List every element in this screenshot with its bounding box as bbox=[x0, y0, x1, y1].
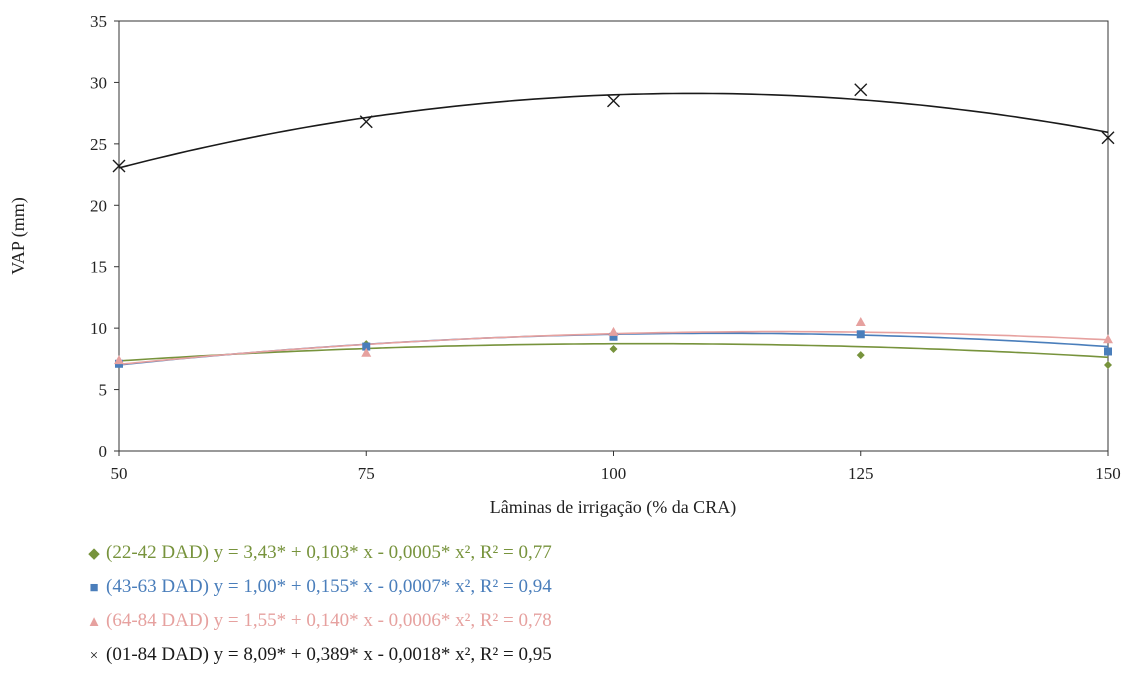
y-tick-label: 15 bbox=[90, 258, 107, 277]
x-axis-ticks: 50 75 100 125 150 bbox=[111, 451, 1121, 483]
x-axis-title: Lâminas de irrigação (% da CRA) bbox=[490, 497, 736, 518]
legend-item: ◆ (22-42 DAD) y = 3,43* + 0,103* x - 0,00… bbox=[86, 536, 552, 570]
data-point-triangle bbox=[608, 326, 619, 336]
y-tick-label: 20 bbox=[90, 196, 107, 215]
legend-series-name: (22-42 DAD) bbox=[106, 542, 209, 563]
y-tick-label: 0 bbox=[99, 442, 108, 461]
legend-series-name: (64-84 DAD) bbox=[106, 610, 209, 631]
x-tick-label: 75 bbox=[358, 464, 375, 483]
x-tick-label: 50 bbox=[111, 464, 128, 483]
legend-item: ■ (43-63 DAD) y = 1,00* + 0,155* x - 0,00… bbox=[86, 570, 552, 604]
legend-equation: y = 1,55* + 0,140* x - 0,0006* x², R² = … bbox=[213, 610, 552, 631]
data-point-triangle bbox=[855, 317, 866, 326]
data-point-x bbox=[854, 83, 868, 97]
x-tick-label: 125 bbox=[848, 464, 874, 483]
y-tick-label: 5 bbox=[99, 381, 108, 400]
legend-marker-square-icon: ■ bbox=[89, 580, 99, 596]
legend-equation: y = 8,09* + 0,389* x - 0,0018* x², R² = … bbox=[213, 644, 552, 665]
y-tick-label: 25 bbox=[90, 135, 107, 154]
legend: ◆ (22-42 DAD) y = 3,43* + 0,103* x - 0,00… bbox=[86, 536, 552, 672]
chart: 0 5 10 15 20 25 30 35 50 75 100 125 150 VAP (mm) Lâ… bbox=[8, 12, 1121, 518]
x-tick-label: 150 bbox=[1095, 464, 1121, 483]
data-point-square bbox=[609, 332, 618, 341]
legend-marker-x-icon: × bbox=[89, 648, 99, 664]
data-point-x bbox=[607, 94, 620, 108]
legend-item: × (01-84 DAD) y = 8,09* + 0,389* x - 0,00… bbox=[86, 638, 552, 672]
legend-series-name: (01-84 DAD) bbox=[106, 644, 209, 665]
y-axis-title: VAP (mm) bbox=[8, 197, 29, 275]
data-point-triangle bbox=[1103, 334, 1113, 344]
y-axis-ticks: 0 5 10 15 20 25 30 35 bbox=[90, 12, 119, 461]
data-point-diamond bbox=[856, 351, 865, 360]
trend-line-x bbox=[118, 92, 1109, 169]
trend-line-diamond bbox=[118, 342, 1109, 362]
x-tick-label: 100 bbox=[601, 464, 627, 483]
legend-marker-triangle-icon: ▲ bbox=[86, 614, 102, 630]
data-point-x bbox=[359, 115, 373, 129]
data-point-diamond bbox=[1104, 361, 1112, 369]
data-point-square bbox=[856, 330, 865, 339]
data-point-x bbox=[112, 159, 126, 173]
data-point-x bbox=[1101, 131, 1115, 145]
y-tick-label: 30 bbox=[90, 73, 107, 92]
legend-item: ▲ (64-84 DAD) y = 1,55* + 0,140* x - 0,00… bbox=[86, 604, 552, 638]
data-point-square bbox=[1104, 347, 1112, 356]
data-point-square bbox=[362, 342, 371, 351]
y-tick-label: 35 bbox=[90, 12, 107, 31]
legend-equation: y = 1,00* + 0,155* x - 0,0007* x², R² = … bbox=[213, 576, 552, 597]
data-point-triangle bbox=[361, 347, 372, 357]
data-point-diamond bbox=[609, 345, 618, 354]
legend-series-name: (43-63 DAD) bbox=[106, 576, 209, 597]
legend-equation: y = 3,43* + 0,103* x - 0,0005* x², R² = … bbox=[213, 542, 552, 563]
data-points bbox=[112, 83, 1115, 369]
plot-area bbox=[118, 20, 1109, 452]
y-tick-label: 10 bbox=[90, 319, 107, 338]
legend-marker-diamond-icon: ◆ bbox=[88, 546, 100, 562]
data-point-triangle bbox=[114, 355, 124, 365]
